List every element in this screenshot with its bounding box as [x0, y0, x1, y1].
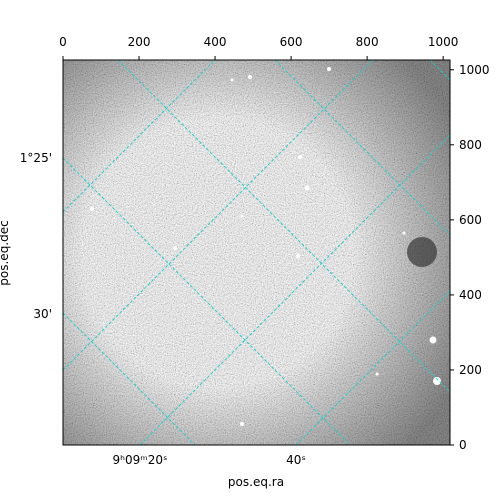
y-tick-label: 800 [459, 138, 482, 152]
ra-tick-label: 9ʰ09ᵐ20ˢ [113, 453, 168, 467]
coordinate-grid [62, 59, 451, 446]
y-tick-label: 400 [459, 288, 482, 302]
coordinate-grid-line [62, 59, 216, 213]
y-tick-label: 600 [459, 213, 482, 227]
coordinate-grid-line [139, 134, 451, 446]
coordinate-grid-line [295, 290, 451, 446]
dec-tick-label: 30' [33, 307, 52, 321]
coordinate-grid-line [62, 157, 351, 446]
coordinate-grid-line [274, 59, 451, 236]
y-tick-label: 0 [459, 438, 467, 452]
sky-image [63, 60, 450, 445]
coordinate-grid-line [62, 312, 196, 446]
ra-tick-label: 40ˢ [286, 453, 306, 467]
coordinate-grid-line [62, 59, 374, 371]
x-tick-label: 1000 [428, 35, 459, 49]
stars [90, 67, 441, 426]
y-axis-label: pos.eq.dec [0, 220, 11, 285]
dec-tick-label: 1°25' [20, 151, 52, 165]
x-tick-label: 0 [59, 35, 67, 49]
y-tick-label: 200 [459, 363, 482, 377]
x-axis-label: pos.eq.ra [228, 475, 284, 489]
x-tick-label: 400 [204, 35, 227, 49]
axes-frame [62, 59, 451, 446]
x-tick-label: 800 [356, 35, 379, 49]
x-tick-label: 600 [280, 35, 303, 49]
coordinate-grid-line [117, 59, 451, 393]
x-tick-label: 200 [128, 35, 151, 49]
y-tick-label: 1000 [459, 63, 490, 77]
